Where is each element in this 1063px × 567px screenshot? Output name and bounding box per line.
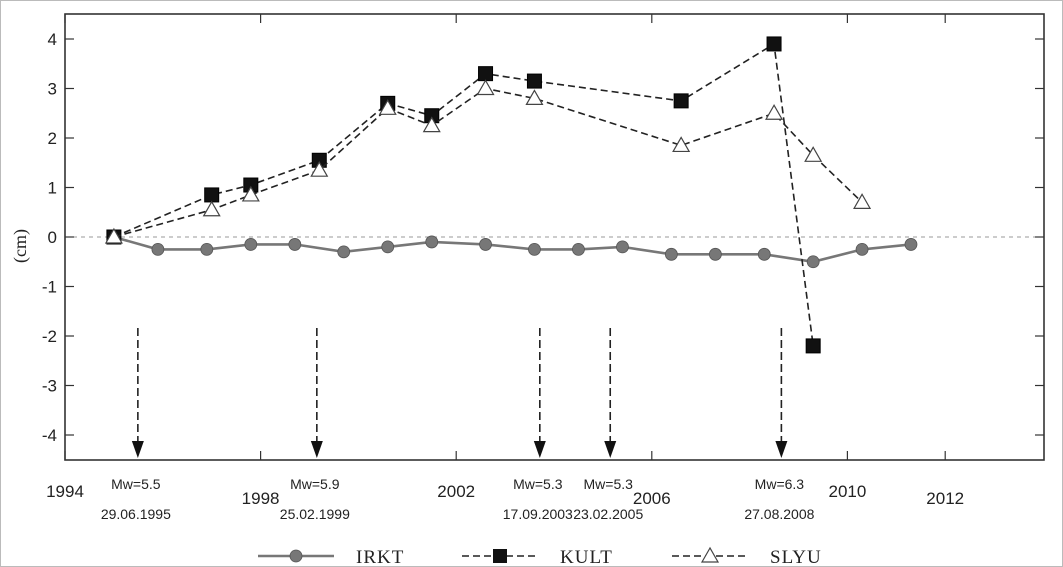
event-magnitude: Mw=5.5: [111, 476, 161, 492]
event-magnitude: Mw=5.3: [584, 476, 634, 492]
point-slyu: [202, 200, 221, 217]
point-irkt: [664, 247, 678, 261]
y-tick-label: 4: [48, 30, 57, 49]
y-tick-label: 3: [48, 80, 57, 99]
point-slyu: [525, 89, 544, 106]
point-irkt: [288, 238, 302, 251]
point-slyu: [853, 193, 872, 209]
event-date: 23.02.2005: [573, 506, 643, 522]
legend-marker-kult: [493, 549, 507, 563]
event-magnitude: Mw=6.3: [755, 476, 805, 492]
y-tick-label: -4: [42, 426, 57, 445]
y-axis-label: (cm): [10, 229, 31, 263]
point-irkt: [616, 240, 629, 254]
y-tick-label: -2: [42, 327, 57, 346]
legend-label-slyu: SLYU: [770, 547, 822, 567]
point-slyu: [378, 99, 397, 115]
y-tick-label: 1: [48, 179, 57, 198]
y-tick-label: -3: [42, 377, 57, 396]
point-slyu: [765, 104, 784, 120]
point-slyu: [422, 116, 441, 133]
event-date: 25.02.1999: [280, 506, 350, 522]
point-irkt: [381, 240, 395, 254]
y-tick-label: 2: [48, 129, 57, 148]
point-slyu: [476, 79, 495, 96]
point-irkt: [855, 242, 869, 256]
point-irkt: [572, 242, 585, 256]
event-date: 29.06.1995: [101, 506, 171, 522]
event-arrow-head: [310, 441, 323, 458]
y-tick-label: -1: [42, 278, 57, 297]
point-irkt: [757, 247, 771, 261]
legend-marker-slyu: [700, 546, 720, 563]
point-kult: [526, 73, 542, 89]
event-date: 17.09.2003: [503, 506, 573, 522]
x-tick-label: 2010: [828, 482, 866, 501]
x-tick-label: 2002: [437, 482, 475, 501]
event-arrow-head: [131, 441, 144, 458]
series-line-irkt: [113, 235, 912, 264]
event-magnitude: Mw=5.3: [513, 476, 563, 492]
point-irkt: [806, 255, 820, 269]
point-kult: [673, 93, 689, 109]
point-kult: [478, 66, 494, 82]
point-irkt: [528, 242, 541, 256]
event-magnitude: Mw=5.9: [290, 476, 340, 492]
legend: IRKT KULT SLYU: [258, 546, 822, 567]
x-tick-label: 2006: [633, 489, 671, 508]
legend-label-kult: KULT: [560, 547, 613, 567]
event-arrow-head: [775, 441, 788, 458]
point-slyu: [241, 185, 260, 202]
x-tick-label: 2012: [926, 489, 964, 508]
series-layer: [104, 36, 918, 354]
y-tick-label: 0: [48, 228, 57, 247]
point-kult: [805, 338, 821, 354]
point-irkt: [200, 242, 214, 256]
point-irkt: [425, 235, 439, 249]
point-slyu: [804, 146, 823, 162]
point-slyu: [672, 136, 691, 153]
earthquake-events: Mw=5.5 29.06.1995 Mw=5.9 25.02.1999 Mw=5.3 17…: [101, 328, 815, 522]
legend-label-irkt: IRKT: [356, 547, 404, 567]
event-arrow-head: [604, 441, 617, 458]
event-date: 27.08.2008: [744, 506, 814, 522]
point-kult: [766, 36, 782, 52]
point-slyu: [310, 160, 329, 177]
point-irkt: [708, 247, 722, 261]
point-irkt: [479, 238, 492, 251]
x-tick-label: 1998: [242, 489, 280, 508]
point-irkt: [151, 242, 165, 256]
legend-marker-irkt: [289, 549, 303, 563]
point-slyu: [104, 227, 123, 244]
point-irkt: [904, 238, 918, 251]
point-kult: [204, 187, 220, 203]
point-irkt: [337, 245, 351, 259]
event-arrow-head: [533, 441, 546, 458]
x-axis-ticks: 1994 1998 2002 2006 2010 2012: [46, 14, 964, 508]
x-tick-label: 1994: [46, 482, 84, 501]
point-irkt: [244, 238, 258, 251]
y-axis-ticks: 4 3 2 1 0 -1 -2 -3 -4: [42, 30, 1044, 445]
